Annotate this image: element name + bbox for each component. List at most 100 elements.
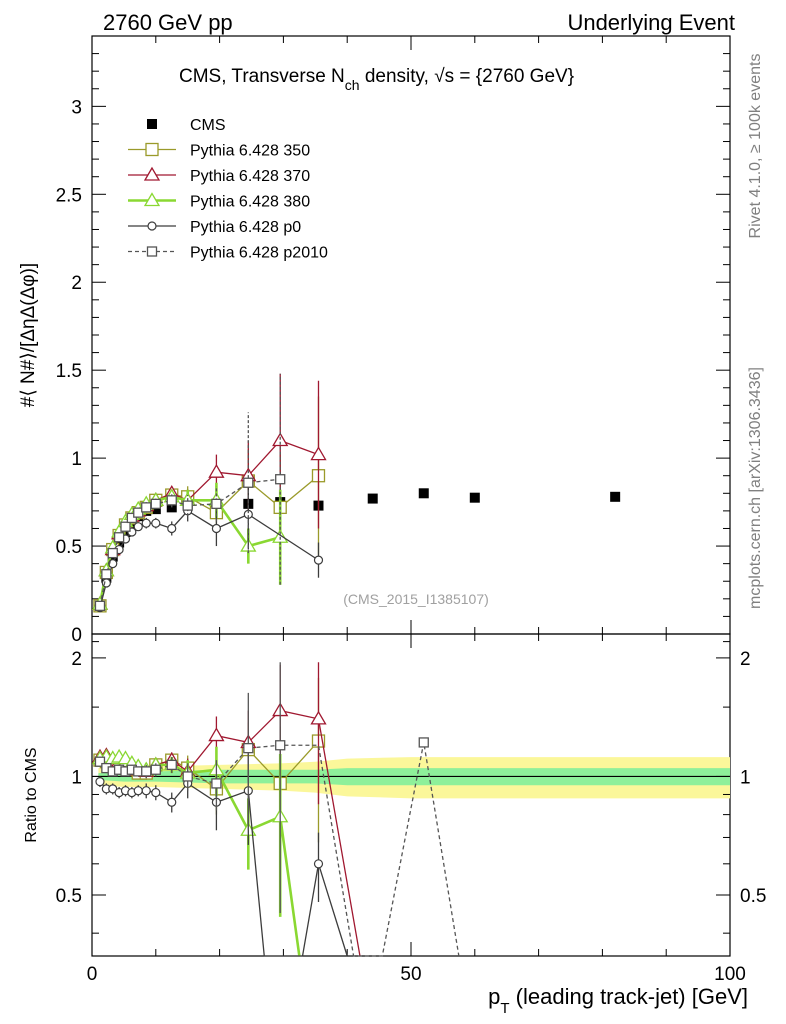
mcplots-credit-label: mcplots.cern.ch [arXiv:1306.3436] (747, 367, 764, 609)
ratio-point-p2010 (243, 742, 254, 754)
x-axis-label: pT (leading track-jet) [GeV] (488, 984, 748, 1017)
y-axis-label-main: #⟨ N#⟩/[ΔηΔ(Δφ)] (18, 263, 39, 407)
ratio-axis-ticks: 0.5 0.5 1 1 2 2 0 50 100 (56, 634, 766, 985)
legend-marker (147, 119, 157, 129)
data-point-cms (114, 537, 125, 548)
main-panel: 0 0.5 1 1.5 2 2.5 3 CMS, Transverse Nch densit… (56, 35, 731, 646)
data-point-p2010 (166, 495, 177, 506)
y-tick-label: 2.5 (56, 185, 82, 206)
data-point-p2010 (141, 502, 152, 513)
ratio-y-tick-label-right: 2 (740, 649, 751, 670)
legend-marker (143, 166, 161, 181)
legend-label: Pythia 6.428 370 (190, 168, 310, 185)
data-point-p370 (310, 446, 327, 461)
legend-label: Pythia 6.428 p0 (190, 219, 301, 236)
series-p2010 (94, 373, 286, 612)
legend-label: CMS (190, 117, 226, 134)
ratio-point-p0 (313, 859, 324, 869)
ratio-panel: 0.5 0.5 1 1 2 2 0 50 100 (56, 633, 766, 985)
header-energy-label: 2760 GeV pp (103, 10, 233, 35)
ratio-point-p370 (310, 710, 327, 725)
legend-entry-p2010: Pythia 6.428 p2010 (128, 245, 328, 262)
ratio-point-p0 (141, 786, 151, 796)
rivet-version-label: Rivet 4.1.0, ≥ 100k events (747, 54, 764, 239)
legend: CMS Pythia 6.428 350 Pythia 6.428 370 Pythi… (128, 117, 328, 262)
data-point-p0 (167, 523, 177, 534)
data-point-p2010 (113, 532, 125, 543)
main-frame (91, 35, 731, 635)
main-series (91, 373, 621, 613)
data-point-p2010 (94, 600, 106, 612)
data-point-p2010 (150, 498, 161, 509)
data-point-cms (469, 492, 480, 503)
legend-marker (145, 142, 159, 157)
legend-marker (147, 221, 157, 231)
data-point-p2010 (243, 477, 254, 488)
data-point-p2010 (101, 569, 112, 580)
x-tick-label: 0 (87, 964, 98, 985)
legend-entry-p370: Pythia 6.428 370 (128, 166, 310, 185)
ratio-y-tick-label-left: 1 (71, 767, 82, 788)
legend-label: Pythia 6.428 350 (190, 143, 310, 160)
legend-entry-p0: Pythia 6.428 p0 (128, 219, 301, 236)
y-tick-label: 0 (71, 625, 82, 646)
ratio-series-p2010 (94, 662, 460, 957)
chart-title: CMS, Transverse Nch density, √s = {2760 … (179, 66, 574, 93)
header-process-label: Underlying Event (567, 10, 735, 35)
ratio-point-p2010 (166, 759, 177, 771)
ratio-point-p2010 (418, 737, 429, 748)
ratio-y-tick-label-right: 0.5 (740, 886, 766, 907)
data-point-p2010 (275, 474, 286, 485)
data-point-p0 (211, 523, 222, 534)
data-point-cms (166, 502, 177, 513)
ratio-line-p0 (99, 781, 348, 957)
data-point-cms (610, 491, 621, 502)
data-point-p2010 (120, 521, 131, 532)
analysis-watermark: (CMS_2015_I1385107) (343, 591, 489, 607)
ratio-point-p0 (151, 787, 161, 798)
ratio-series (91, 662, 460, 957)
data-point-cms (418, 488, 429, 499)
y-tick-label: 3 (71, 97, 82, 118)
ratio-uncertainty-band (92, 757, 730, 799)
data-point-p2010 (107, 547, 118, 559)
series-p370 (91, 373, 327, 610)
y-tick-label: 2 (71, 273, 82, 294)
main-axis-ticks: 0 0.5 1 1.5 2 2.5 3 (56, 36, 730, 646)
ratio-y-tick-label-left: 0.5 (56, 886, 82, 907)
data-point-p0 (313, 555, 324, 565)
ratio-point-p370 (208, 727, 225, 742)
data-point-p0 (133, 522, 143, 532)
ratio-point-p2010 (275, 740, 286, 751)
y-tick-label: 1.5 (56, 361, 82, 382)
legend-marker (146, 246, 158, 257)
ratio-point-p0 (133, 786, 143, 796)
legend-label: Pythia 6.428 380 (190, 194, 310, 211)
ratio-y-tick-label-right: 1 (740, 767, 751, 788)
ratio-point-p2010 (182, 771, 193, 782)
data-point-p0 (101, 578, 111, 588)
x-tick-label: 50 (400, 964, 421, 985)
legend-label: Pythia 6.428 p2010 (190, 245, 328, 262)
legend-entry-cms: CMS (147, 117, 226, 134)
legend-entry-p380: Pythia 6.428 380 (128, 192, 310, 211)
ratio-point-p0 (95, 777, 105, 787)
data-point-p0 (141, 518, 151, 528)
data-point-p370 (208, 463, 225, 478)
data-point-p2010 (211, 498, 222, 509)
legend-entry-p350: Pythia 6.428 350 (128, 143, 310, 160)
data-point-p2010 (182, 500, 193, 511)
ratio-point-p2010 (150, 764, 161, 775)
sqrt-icon: √ (434, 66, 445, 87)
y-tick-label: 0.5 (56, 537, 82, 558)
ratio-point-p2010 (211, 778, 222, 789)
y-tick-label: 1 (71, 449, 82, 470)
y-axis-label-ratio: Ratio to CMS (23, 747, 40, 842)
ratio-series-p370 (91, 662, 361, 957)
data-point-p2010 (126, 512, 138, 524)
data-point-cms (367, 493, 378, 504)
x-tick-label: 100 (714, 964, 746, 985)
ratio-point-p2010 (141, 766, 152, 777)
ratio-y-tick-label-left: 2 (71, 649, 82, 670)
